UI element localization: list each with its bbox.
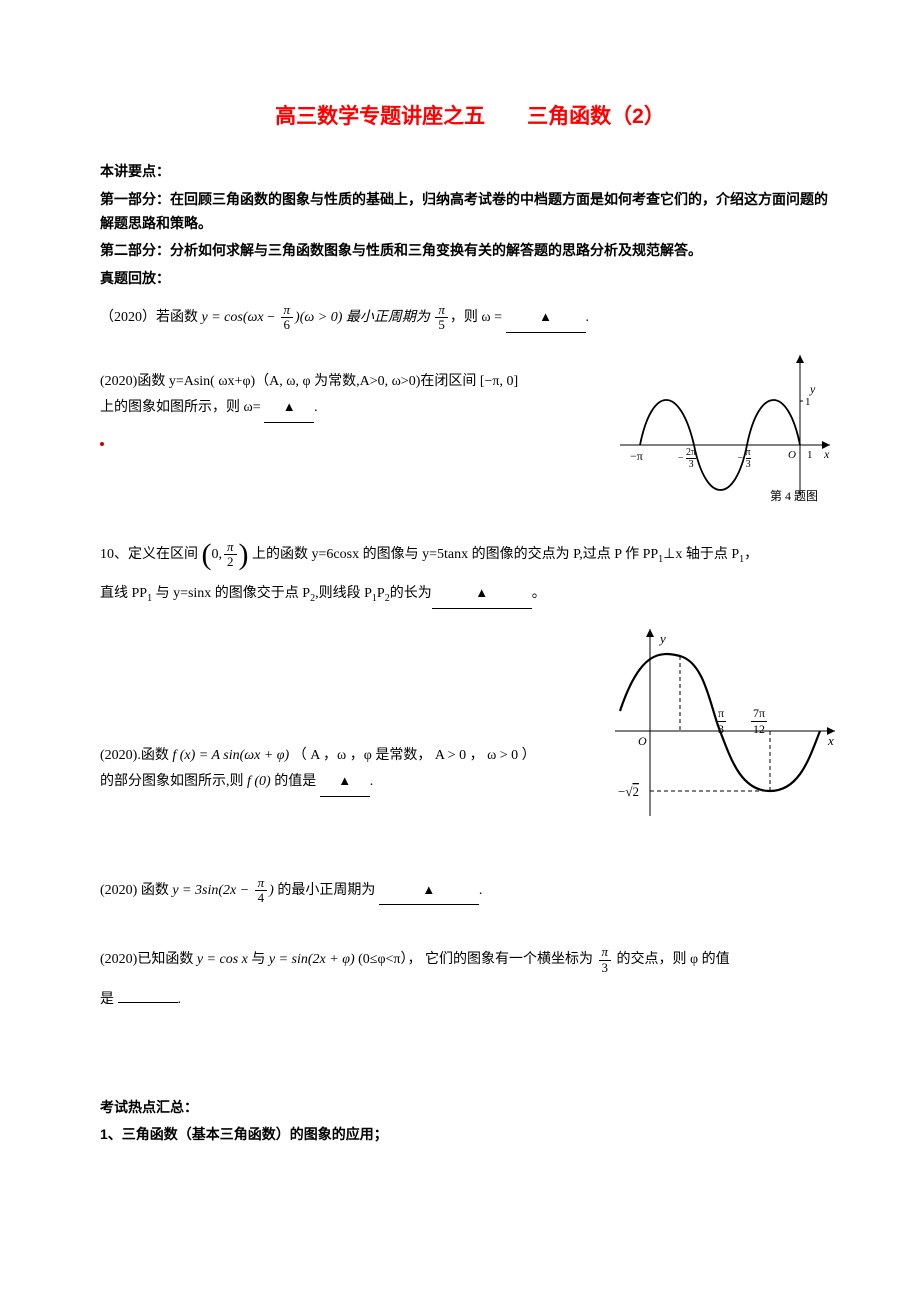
q3-l2b: 与 y=sinx 的图像交于点 P — [152, 586, 310, 601]
q2-t1-num: 2π — [686, 447, 696, 459]
q4-t1-den: 3 — [716, 722, 726, 736]
origin-label: O — [788, 449, 796, 461]
q3-int-num: π — [224, 540, 237, 555]
q6-ea: y = cos x — [197, 952, 248, 967]
q3-l2a: 直线 PP — [100, 586, 147, 601]
q2-t2-den: 3 — [746, 459, 751, 470]
q1-frac1: π6 — [281, 303, 294, 333]
question-3: 10、定义在区间 (0,π2) 上的函数 y=6cosx 的图像与 y=5tan… — [100, 540, 840, 570]
q3-mid1: 上的函数 y=6cosx 的图像与 y=5tanx 的图像的交点为 P,过点 P… — [249, 547, 659, 562]
intro-line-3: 第二部分：分析如何求解与三角函数图象与性质和三角变换有关的解答题的思路分析及规范… — [100, 239, 840, 263]
q3-l2f: 。 — [532, 586, 546, 601]
axis-x-label: x — [827, 733, 834, 748]
q6-mid3: 的交点，则 φ 的值 — [613, 952, 730, 967]
q3-int-den: 2 — [224, 555, 237, 569]
intro-line-2: 第一部分：在回顾三角函数的图象与性质的基础上，归纳高考试卷的中档题方面是如何考查… — [100, 188, 840, 236]
q4-t2-num: 7π — [751, 706, 767, 722]
q3-l2e: 的长为 — [390, 586, 432, 601]
answer-blank[interactable]: ▲ — [264, 395, 314, 423]
q5-tail: 的最小正周期为 — [274, 883, 376, 898]
q1-tail: ，则 ω = — [450, 310, 502, 325]
q3-mid3: ， — [744, 547, 758, 562]
q6-frac-den: 3 — [599, 961, 612, 975]
q1-close: )(ω > 0) 最小正周期为 — [295, 310, 433, 325]
question-2-row: (2020)函数 y=Asin( ωx+φ)（A, ω, φ 为常数,A>0, … — [100, 345, 840, 510]
q2-line1: (2020)函数 y=Asin( ωx+φ)（A, ω, φ 为常数,A>0, … — [100, 374, 518, 389]
axis-x-label: x — [823, 447, 830, 461]
q1-minus: − — [264, 310, 279, 325]
question-2: (2020)函数 y=Asin( ωx+φ)（A, ω, φ 为常数,A>0, … — [100, 369, 600, 423]
q4-l2b: f (0) — [247, 774, 271, 789]
q6-pre: (2020)已知函数 — [100, 952, 197, 967]
q5-frac: π4 — [255, 876, 268, 906]
q1-pre: （2020）若函数 — [100, 310, 202, 325]
answer-blank[interactable]: ▲ — [506, 305, 586, 333]
figure-q4: y x O π3 7π12 −√2 — [610, 621, 840, 826]
fig-caption: 第 4 题图 — [770, 489, 818, 503]
question-4: (2020).函数 f (x) = A sin(ωx + φ) （ A ，ω ，… — [100, 743, 600, 797]
q5-expr-a: y = 3sin(2x − — [172, 883, 252, 898]
q4-fx: f (x) = A sin(ωx + φ) — [172, 748, 289, 763]
q3-l2c: ,则线段 P — [315, 586, 372, 601]
question-6b: 是 . — [100, 987, 840, 1014]
q1-frac1-num: π — [281, 303, 294, 318]
q4-mid: （ A ，ω ，φ 是常数， A > 0 ， ω > 0 ） — [293, 748, 536, 763]
ytick-1: 1 — [805, 396, 811, 408]
q2-line2: 上的图象如图所示，则 ω= — [100, 400, 261, 415]
question-4-row: (2020).函数 f (x) = A sin(ωx + φ) （ A ，ω ，… — [100, 621, 840, 826]
q1-frac2: π5 — [435, 303, 448, 333]
q1-expr-a: y = cos( — [202, 310, 248, 325]
q6-mid2: (0≤φ<π）， 它们的图象有一个横坐标为 — [358, 952, 596, 967]
intro-line-4: 真题回放： — [100, 267, 840, 291]
origin-label: O — [638, 734, 647, 748]
q5-frac-num: π — [255, 876, 268, 891]
q5-pre: (2020) 函数 — [100, 883, 172, 898]
q3-pre: 10、定义在区间 — [100, 547, 202, 562]
q3-l2d: P — [377, 586, 385, 601]
graph-q2: y x O 1 1 −π − 2π3 − π3 第 4 题图 — [610, 345, 840, 505]
question-1: （2020）若函数 y = cos(ωx − π6)(ω > 0) 最小正周期为… — [100, 303, 840, 333]
q4-t2-den: 12 — [751, 722, 767, 736]
q6-tail: . — [178, 992, 182, 1007]
q1-omega-x: ωx — [248, 310, 264, 325]
q1-frac1-den: 6 — [281, 318, 294, 332]
question-6: (2020)已知函数 y = cos x 与 y = sin(2x + φ) (… — [100, 945, 840, 975]
answer-blank[interactable] — [118, 989, 178, 1003]
footer-l2: 1、三角函数（基本三角函数）的图象的应用； — [100, 1123, 840, 1147]
xtick-1: 1 — [807, 449, 813, 461]
q6-eb: y = sin(2x + φ) — [269, 952, 355, 967]
answer-blank[interactable]: ▲ — [432, 581, 532, 609]
question-3b: 直线 PP1 与 y=sinx 的图像交于点 P2,则线段 P1P2的长为▲。 — [100, 581, 840, 609]
question-5: (2020) 函数 y = 3sin(2x − π4) 的最小正周期为 ▲. — [100, 876, 840, 906]
footer-l1: 考试热点汇总： — [100, 1096, 840, 1120]
answer-blank[interactable]: ▲ — [379, 878, 479, 906]
q4-l2c: 的值是 — [271, 774, 317, 789]
tick-neg-pi: −π — [630, 449, 643, 463]
q6-mid1: 与 — [251, 952, 269, 967]
document-page: 高三数学专题讲座之五 三角函数（2） 本讲要点： 第一部分：在回顾三角函数的图象… — [0, 0, 920, 1211]
q4-pre: (2020).函数 — [100, 748, 172, 763]
q1-frac2-den: 5 — [435, 318, 448, 332]
red-dot-marker — [100, 442, 104, 446]
q3-interval-frac: π2 — [224, 540, 237, 570]
figure-q2: y x O 1 1 −π − 2π3 − π3 第 4 题图 — [610, 345, 840, 510]
q6-frac-num: π — [599, 945, 612, 960]
answer-blank[interactable]: ▲ — [320, 769, 370, 797]
graph-q4: y x O π3 7π12 −√2 — [610, 621, 840, 821]
page-title: 高三数学专题讲座之五 三角函数（2） — [100, 100, 840, 130]
axis-y-label: y — [809, 382, 816, 396]
q2-t1-den: 3 — [686, 459, 696, 470]
axis-y-label: y — [658, 631, 666, 646]
q6-line2: 是 — [100, 992, 114, 1007]
q5-frac-den: 4 — [255, 891, 268, 905]
q2-t2-num: π — [746, 447, 751, 459]
q1-frac2-num: π — [435, 303, 448, 318]
q3-zero: 0, — [212, 547, 223, 562]
q6-frac: π3 — [599, 945, 612, 975]
q4-l2a: 的部分图象如图所示,则 — [100, 774, 247, 789]
q4-t1-num: π — [716, 706, 726, 722]
neg-sqrt2: −√2 — [618, 784, 639, 799]
q3-mid2: ⊥x 轴于点 P — [663, 547, 739, 562]
intro-line-1: 本讲要点： — [100, 160, 840, 184]
